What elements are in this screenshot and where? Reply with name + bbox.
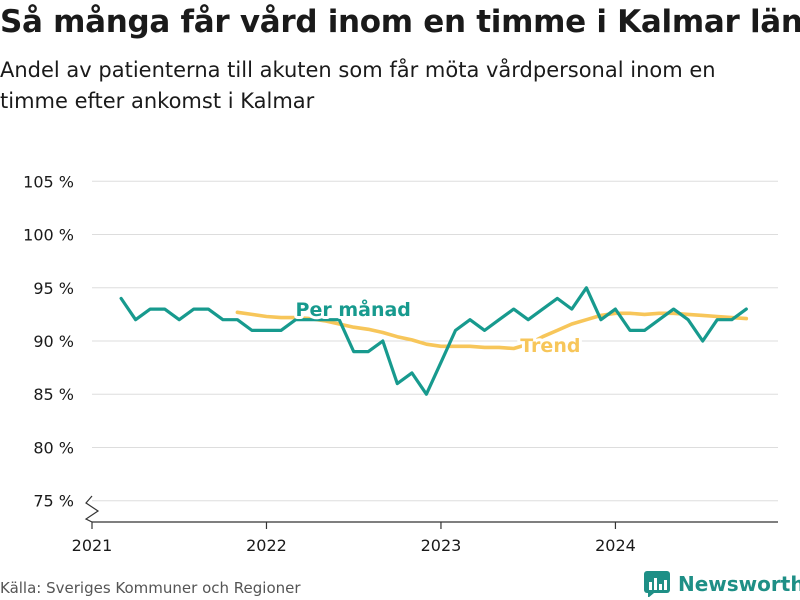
y-tick-label: 105 % xyxy=(23,172,74,191)
source-note: Källa: Sveriges Kommuner och Regioner xyxy=(0,579,301,597)
x-tick-label: 2022 xyxy=(246,536,287,555)
series-lines xyxy=(119,286,749,396)
x-tick-label: 2023 xyxy=(421,536,462,555)
brand-name: Newsworthy xyxy=(678,572,800,596)
y-tick-label: 80 % xyxy=(33,438,74,457)
y-tick-label: 75 % xyxy=(33,492,74,511)
y-tick-label: 85 % xyxy=(33,385,74,404)
x-tick-label: 2024 xyxy=(595,536,636,555)
y-tick-label: 95 % xyxy=(33,279,74,298)
x-axis: 2021 2022 2023 2024 xyxy=(72,495,778,555)
annotation-trend: Trend xyxy=(520,335,580,357)
y-axis-tick-labels: 75 % 80 % 85 % 90 % 95 % 100 % 105 % xyxy=(23,172,74,510)
y-tick-label: 90 % xyxy=(33,332,74,351)
bar-chart-logo-icon xyxy=(644,571,670,597)
chart-subtitle: Andel av patienterna till akuten som får… xyxy=(0,58,716,113)
series-line-per-manad xyxy=(119,286,748,396)
x-tick-label: 2021 xyxy=(72,536,113,555)
brand-logo: Newsworthy xyxy=(644,569,800,599)
annotation-per-manad: Per månad xyxy=(296,297,411,321)
y-tick-label: 100 % xyxy=(23,226,74,245)
chart-title: Så många får vård inom en timme i Kalmar… xyxy=(0,4,800,40)
series-annotations: Per månad Trend xyxy=(293,294,584,360)
grid-lines xyxy=(92,180,778,502)
y-axis-break-icon xyxy=(84,495,100,523)
